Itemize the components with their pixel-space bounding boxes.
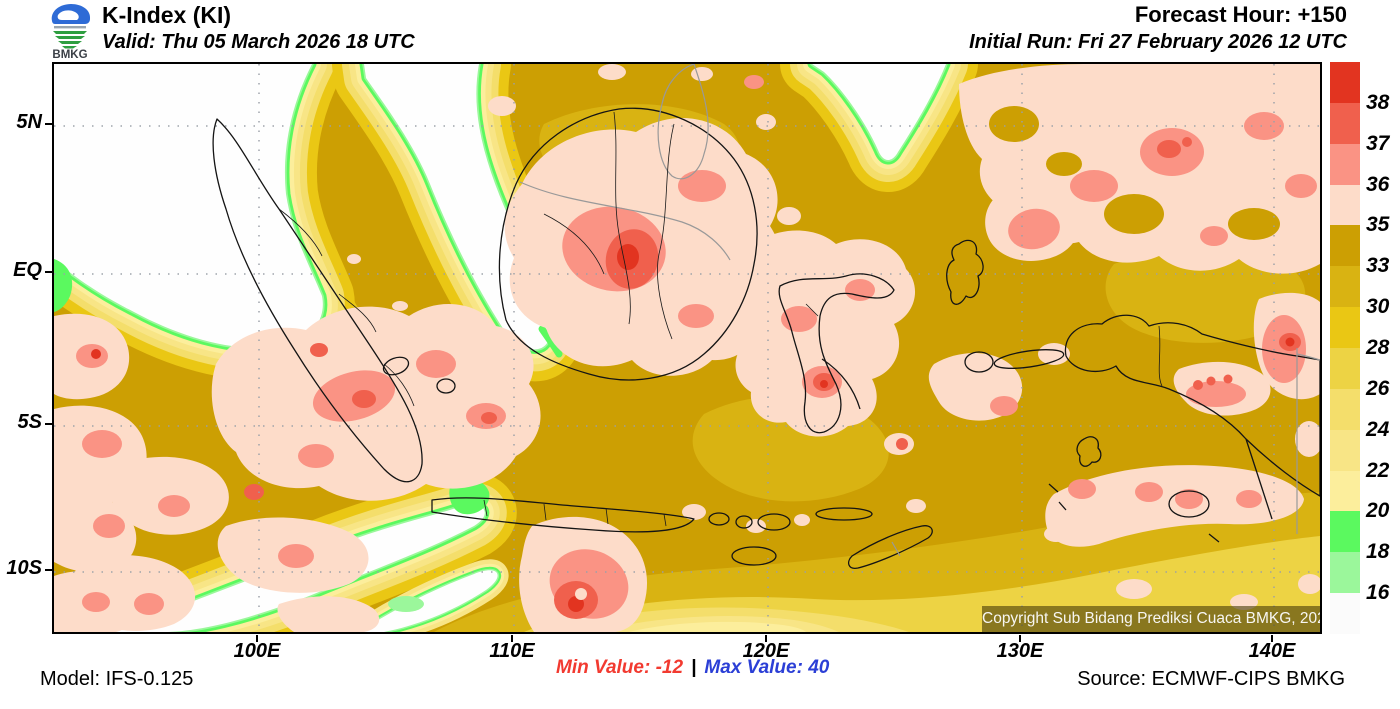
colorbar-block — [1330, 593, 1360, 635]
ylabel-5s: 5S — [17, 411, 42, 433]
colorbar-label: 38 — [1366, 91, 1390, 114]
copyright-overlay: Copyright Sub Bidang Prediksi Cuaca BMKG… — [982, 606, 1320, 632]
header-right: Forecast Hour: +150 Initial Run: Fri 27 … — [969, 1, 1347, 55]
ylabel-eq: EQ — [13, 259, 42, 281]
model-label: Model: IFS-0.125 — [40, 668, 194, 690]
max-value: Max Value: 40 — [704, 657, 830, 678]
forecast-hour: Forecast Hour: +150 — [1134, 2, 1347, 27]
colorbar-label: 35 — [1366, 213, 1390, 236]
map-canvas — [52, 62, 1322, 634]
xtick — [765, 635, 767, 642]
colorbar-label: 28 — [1366, 336, 1390, 359]
logo-text: BMKG — [52, 49, 87, 59]
min-value: Min Value: -12 — [556, 657, 684, 678]
minmax-row: Min Value: -12 | Max Value: 40 — [556, 657, 829, 679]
colorbar-block — [1330, 470, 1360, 512]
colorbar-label: 36 — [1366, 173, 1390, 196]
initial-run: Initial Run: Fri 27 February 2026 12 UTC — [969, 31, 1347, 53]
bmkg-logo: BMKG — [51, 4, 91, 59]
xtick — [1271, 635, 1273, 642]
colorbar-block — [1330, 388, 1360, 430]
colorbar-label: 18 — [1366, 540, 1390, 563]
ytick — [45, 123, 52, 125]
colorbar-label: 37 — [1366, 132, 1390, 155]
ytick — [45, 271, 52, 273]
colorbar-label: 26 — [1366, 377, 1390, 400]
colorbar-label: 33 — [1366, 254, 1390, 277]
colorbar-label: 20 — [1366, 499, 1390, 522]
colorbar-label: 24 — [1366, 418, 1390, 441]
contour-field — [54, 64, 1320, 632]
colorbar-label: 16 — [1366, 581, 1390, 604]
valid-time: Valid: Thu 05 March 2026 18 UTC — [102, 31, 415, 53]
colorbar-block — [1330, 62, 1360, 103]
coastlines — [212, 64, 1320, 569]
colorbar-block — [1330, 225, 1360, 267]
colorbar-block — [1330, 143, 1360, 185]
xlabel-120e: 120E — [742, 640, 790, 662]
minmax-separator: | — [691, 657, 697, 678]
colorbar-block — [1330, 348, 1360, 389]
ylabel-5n: 5N — [16, 111, 42, 133]
colorbar-block — [1330, 266, 1360, 308]
xlabel-140e: 140E — [1248, 640, 1296, 662]
admin-borders — [278, 111, 1163, 527]
contour-map — [54, 64, 1320, 632]
ytick — [45, 423, 52, 425]
ylabel-10s: 10S — [6, 557, 42, 579]
colorbar-label: 22 — [1366, 459, 1390, 482]
xlabel-100e: 100E — [233, 640, 281, 662]
xlabel-110e: 110E — [489, 640, 535, 662]
xtick — [511, 635, 513, 642]
graticule — [54, 64, 1320, 632]
high-value-regions — [54, 64, 1320, 632]
colorbar-block — [1330, 184, 1360, 226]
ytick — [45, 569, 52, 571]
header-left: K-Index (KI) Valid: Thu 05 March 2026 18… — [102, 1, 415, 55]
page-title: K-Index (KI) — [102, 2, 232, 28]
xtick — [256, 635, 258, 642]
xlabel-130e: 130E — [996, 640, 1044, 662]
colorbar-block — [1330, 429, 1360, 471]
colorbar-block — [1330, 307, 1360, 349]
colorbar-block — [1330, 102, 1360, 144]
source-label: Source: ECMWF-CIPS BMKG — [1077, 668, 1345, 690]
colorbar-label: 30 — [1366, 295, 1390, 318]
low-value-regions — [54, 64, 1320, 632]
colorbar — [1330, 62, 1360, 635]
colorbar-block — [1330, 511, 1360, 553]
xtick — [1019, 635, 1021, 642]
colorbar-block — [1330, 552, 1360, 594]
